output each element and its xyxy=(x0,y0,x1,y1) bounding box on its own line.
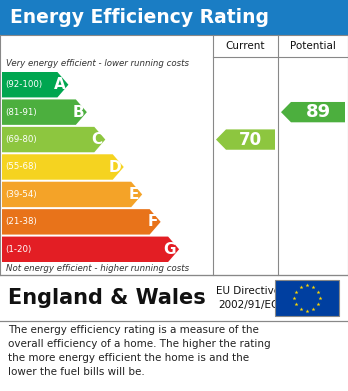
Text: A: A xyxy=(54,77,65,92)
Polygon shape xyxy=(2,154,124,180)
Text: E: E xyxy=(129,187,139,202)
Text: C: C xyxy=(91,132,102,147)
Text: (69-80): (69-80) xyxy=(5,135,37,144)
Text: Very energy efficient - lower running costs: Very energy efficient - lower running co… xyxy=(6,59,189,68)
Text: (21-38): (21-38) xyxy=(5,217,37,226)
Text: 70: 70 xyxy=(239,131,262,149)
Text: (92-100): (92-100) xyxy=(5,80,42,89)
Text: (1-20): (1-20) xyxy=(5,245,31,254)
Bar xyxy=(0,275,348,321)
Polygon shape xyxy=(281,102,345,122)
Text: (39-54): (39-54) xyxy=(5,190,37,199)
Text: F: F xyxy=(147,214,158,230)
Bar xyxy=(0,0,348,35)
Text: EU Directive
2002/91/EC: EU Directive 2002/91/EC xyxy=(216,286,280,310)
Text: B: B xyxy=(72,105,84,120)
Text: D: D xyxy=(108,160,121,174)
Polygon shape xyxy=(2,99,87,125)
Polygon shape xyxy=(2,209,161,235)
Text: Current: Current xyxy=(226,41,265,51)
Polygon shape xyxy=(2,237,179,262)
Text: G: G xyxy=(164,242,176,257)
Text: England & Wales: England & Wales xyxy=(8,288,206,308)
Bar xyxy=(0,35,348,275)
Text: 89: 89 xyxy=(306,103,331,121)
Text: Energy Efficiency Rating: Energy Efficiency Rating xyxy=(10,8,269,27)
Text: (55-68): (55-68) xyxy=(5,163,37,172)
Bar xyxy=(275,280,339,316)
Polygon shape xyxy=(2,182,142,207)
Text: Not energy efficient - higher running costs: Not energy efficient - higher running co… xyxy=(6,264,189,273)
Text: The energy efficiency rating is a measure of the
overall efficiency of a home. T: The energy efficiency rating is a measur… xyxy=(8,325,271,377)
Polygon shape xyxy=(2,127,105,152)
Text: (81-91): (81-91) xyxy=(5,108,37,117)
Polygon shape xyxy=(2,72,69,97)
Polygon shape xyxy=(216,129,275,150)
Text: Potential: Potential xyxy=(290,41,336,51)
